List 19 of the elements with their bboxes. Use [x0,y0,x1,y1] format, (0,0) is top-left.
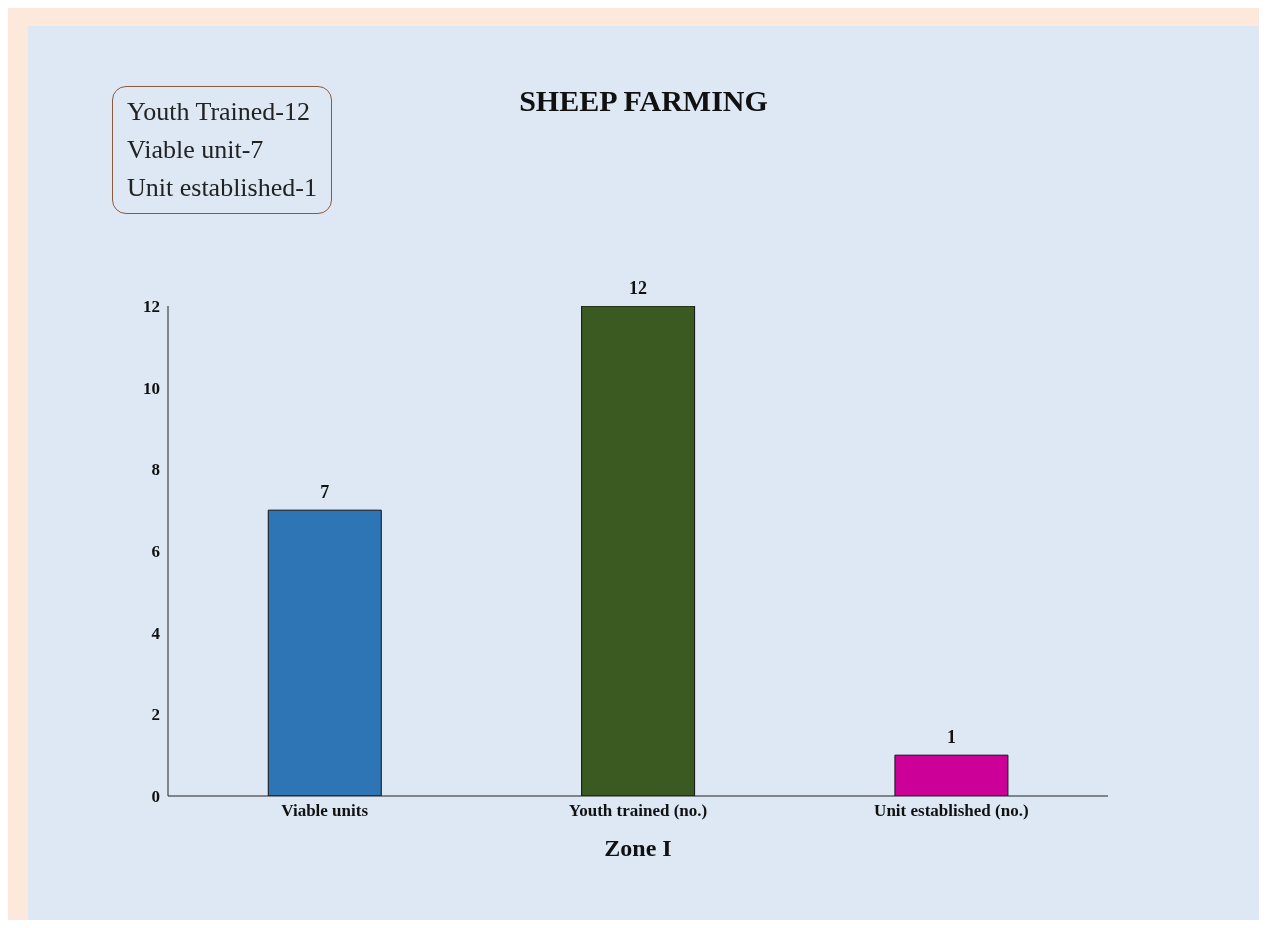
x-tick-label: Youth trained (no.) [568,801,708,821]
y-tick-label: 2 [151,705,160,725]
data-label: 1 [946,727,956,748]
y-tick-label: 4 [151,623,161,643]
note-box: Youth Trained-12 Viable unit-7 Unit established-1 [112,86,332,214]
x-axis-title: Zone I [604,835,672,861]
data-label: 12 [629,278,648,298]
bar [894,754,1009,796]
y-tick-label: 10 [143,378,160,398]
bar [581,306,696,796]
chart-title: SHEEP FARMING [519,84,768,117]
y-tick-label: 0 [151,787,160,807]
y-tick-label: 8 [151,460,160,480]
data-label: 7 [320,482,330,503]
bar [267,509,382,796]
x-tick-label: Unit established (no.) [874,801,1029,821]
y-tick-label: 6 [151,542,160,562]
x-tick-label: Viable units [281,801,369,821]
y-tick-label: 12 [143,297,160,317]
